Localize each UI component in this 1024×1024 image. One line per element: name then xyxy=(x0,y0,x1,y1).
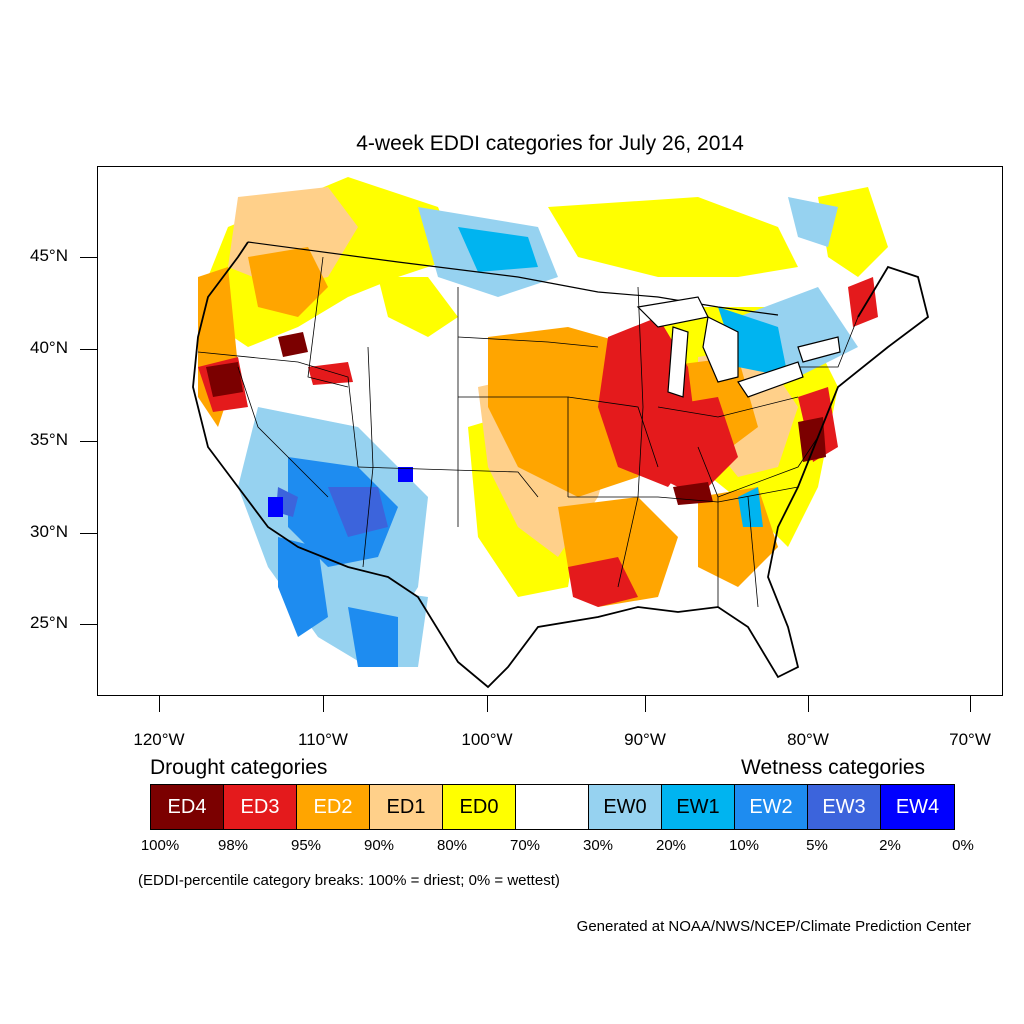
legend-swatch-ed1: ED1 xyxy=(370,785,443,829)
percentile-break-label: 100% xyxy=(140,837,180,854)
legend-swatch-ed2: ED2 xyxy=(297,785,370,829)
credit-line: Generated at NOAA/NWS/NCEP/Climate Predi… xyxy=(576,918,971,935)
percentile-break-label: 20% xyxy=(655,837,687,854)
wetness-categories-heading: Wetness categories xyxy=(741,756,926,779)
percentile-break-label: 10% xyxy=(728,837,760,854)
legend-swatch-ed3: ED3 xyxy=(224,785,297,829)
coastline xyxy=(192,241,930,689)
legend-swatch-ew0: EW0 xyxy=(589,785,662,829)
percentile-break-label: 90% xyxy=(363,837,395,854)
lon-tick xyxy=(159,696,160,712)
lat-label: 45°N xyxy=(30,246,68,265)
percentile-break-label: 95% xyxy=(290,837,322,854)
canada-border xyxy=(247,241,779,316)
legend-swatch-ew4: EW4 xyxy=(881,785,954,829)
lat-tick xyxy=(80,624,97,625)
lon-label: 120°W xyxy=(133,730,185,749)
percentile-break-label: 0% xyxy=(952,837,974,854)
ed4-regions xyxy=(206,332,826,505)
lon-label: 70°W xyxy=(949,730,991,749)
edd-map xyxy=(192,177,930,689)
percentile-break-label: 2% xyxy=(879,837,901,854)
lon-tick xyxy=(808,696,809,712)
percentile-break-label: 30% xyxy=(582,837,614,854)
category-note: (EDDI-percentile category breaks: 100% =… xyxy=(138,872,560,889)
state-borders xyxy=(197,256,859,608)
legend-swatch-normal xyxy=(516,785,589,829)
lat-tick xyxy=(80,349,97,350)
map-title: 4-week EDDI categories for July 26, 2014 xyxy=(356,132,744,155)
lat-label: 25°N xyxy=(30,613,68,632)
lat-label: 30°N xyxy=(30,522,68,541)
legend-swatch-ed4: ED4 xyxy=(151,785,224,829)
category-legend: ED4 ED3 ED2 ED1 ED0 EW0 EW1 EW2 EW3 EW4 xyxy=(150,784,955,830)
lon-tick xyxy=(645,696,646,712)
lat-tick xyxy=(80,533,97,534)
map-panel xyxy=(97,166,1003,696)
ew4-regions xyxy=(268,467,413,517)
lon-label: 80°W xyxy=(787,730,829,749)
lon-tick xyxy=(970,696,971,712)
percentile-break-label: 5% xyxy=(806,837,828,854)
lon-label: 90°W xyxy=(624,730,666,749)
lon-tick xyxy=(323,696,324,712)
percentile-break-label: 70% xyxy=(509,837,541,854)
legend-swatch-ew3: EW3 xyxy=(808,785,881,829)
legend-swatch-ed0: ED0 xyxy=(443,785,516,829)
legend-swatch-ew1: EW1 xyxy=(662,785,735,829)
lon-tick xyxy=(487,696,488,712)
lon-label: 110°W xyxy=(298,730,348,749)
lat-tick xyxy=(80,441,97,442)
drought-categories-heading: Drought categories xyxy=(150,756,328,779)
lat-label: 40°N xyxy=(30,338,68,357)
lat-tick xyxy=(80,257,97,258)
great-lakes xyxy=(636,296,841,398)
percentile-break-label: 98% xyxy=(217,837,249,854)
lat-label: 35°N xyxy=(30,430,68,449)
legend-swatch-ew2: EW2 xyxy=(735,785,808,829)
lon-label: 100°W xyxy=(461,730,513,749)
percentile-break-label: 80% xyxy=(436,837,468,854)
